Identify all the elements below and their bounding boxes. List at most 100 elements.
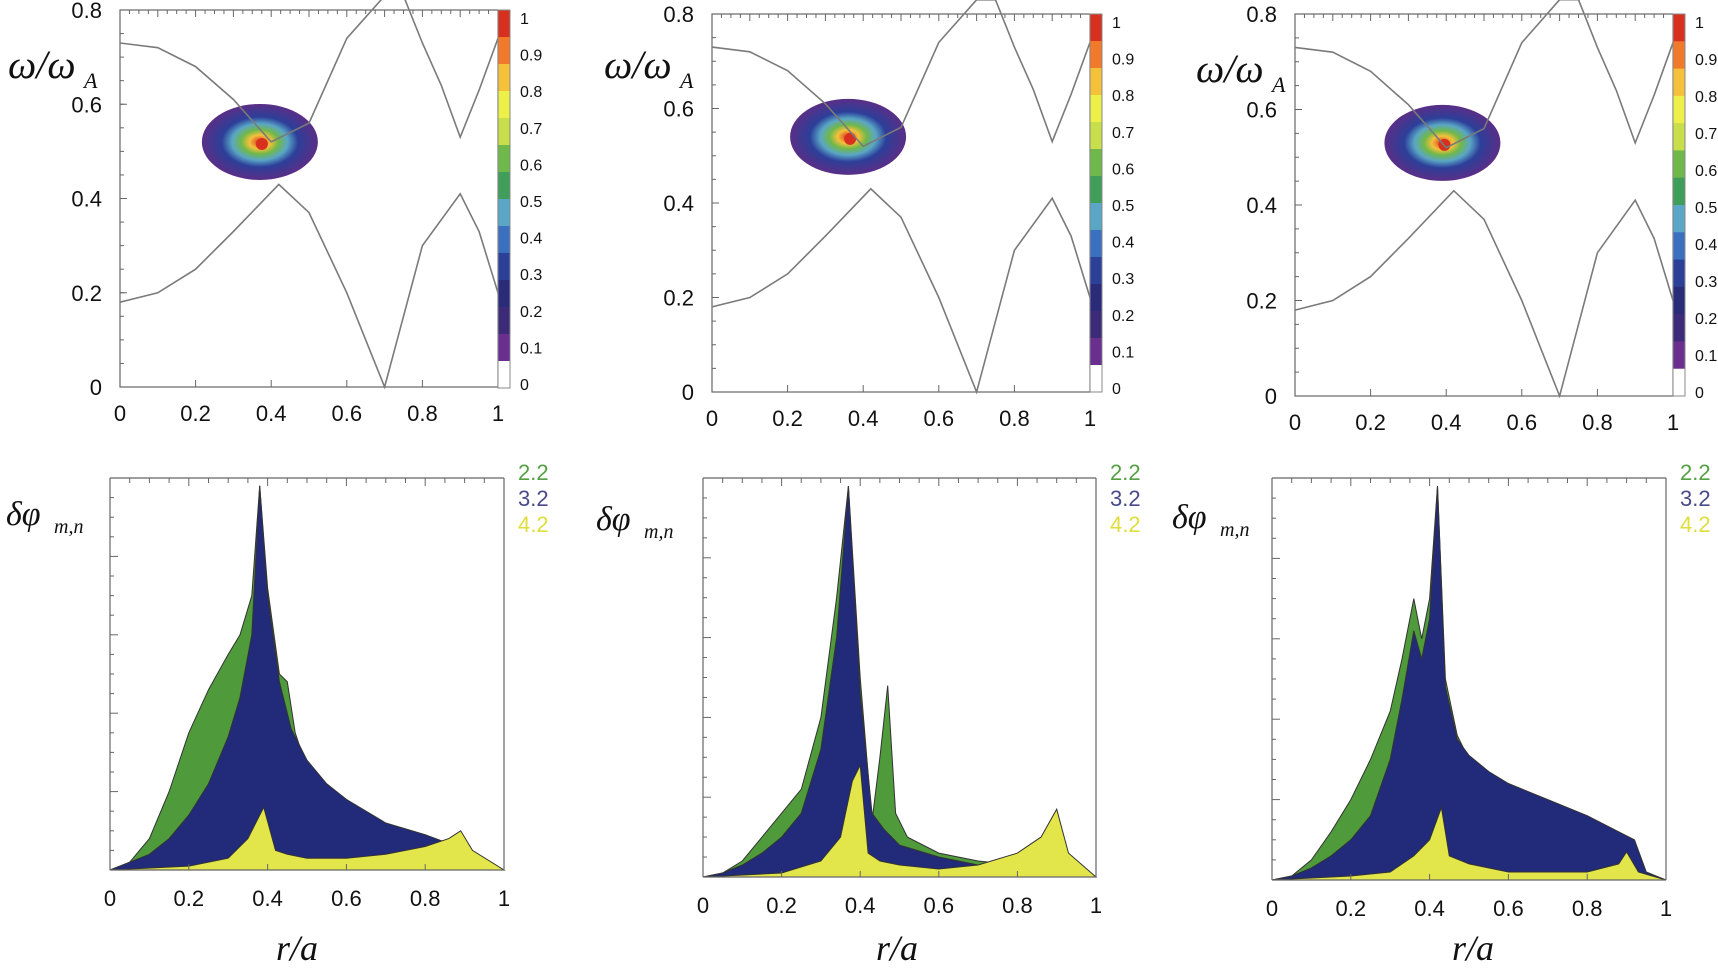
colorbar-segment bbox=[1090, 176, 1102, 204]
colorbar-segment bbox=[498, 118, 510, 146]
x-tick-label: 1 bbox=[1660, 896, 1672, 921]
colorbar-label: 0.6 bbox=[1695, 163, 1717, 180]
colorbar-segment bbox=[1673, 177, 1685, 206]
colorbar-label: 0.7 bbox=[1112, 125, 1134, 142]
area-series-4-2 bbox=[1271, 805, 1667, 881]
colorbar-label: 0.5 bbox=[520, 194, 542, 211]
colorbar-segment bbox=[498, 334, 510, 362]
mode-peak bbox=[844, 132, 857, 145]
x-tick-label: 0.6 bbox=[924, 406, 955, 431]
bottom-panel-2: 0 0.2 0.4 0.6 0.8 1 2.23.24.2 bbox=[697, 460, 1141, 918]
x-tick-label: 0.2 bbox=[1336, 896, 1367, 921]
x-tick-label: 0.4 bbox=[845, 893, 876, 918]
x-tick-label: 0.8 bbox=[1572, 896, 1603, 921]
y-tick-label: 0.8 bbox=[1246, 2, 1277, 27]
colorbar-label: 0.1 bbox=[520, 340, 542, 357]
x-tick-label: 1 bbox=[1667, 410, 1679, 435]
x-tick-label: 0.8 bbox=[407, 401, 438, 426]
legend-label-2-2: 2.2 bbox=[1680, 460, 1711, 485]
y-tick-label: 0.4 bbox=[1246, 193, 1277, 218]
colorbar-label: 0.9 bbox=[1695, 52, 1717, 69]
colorbar-frame bbox=[1089, 13, 1103, 393]
x-tick-label: 0.8 bbox=[1002, 893, 1033, 918]
colorbar-segment bbox=[498, 226, 510, 254]
x-tick-label: 0.6 bbox=[1493, 896, 1524, 921]
colorbar-segment bbox=[1673, 150, 1685, 179]
svg-text:A: A bbox=[1270, 72, 1286, 97]
y-tick-label: 0.2 bbox=[71, 281, 102, 306]
colorbar-label: 0.7 bbox=[520, 121, 542, 138]
colorbar-label: 0.7 bbox=[1695, 126, 1717, 143]
colorbar-segment bbox=[1673, 314, 1685, 342]
x-tick-label: 0.2 bbox=[772, 406, 803, 431]
svg-text:A: A bbox=[82, 68, 98, 93]
colorbar-segment bbox=[1090, 203, 1102, 231]
svg-text:m,n: m,n bbox=[1220, 519, 1249, 541]
colorbar-label: 0.5 bbox=[1112, 198, 1134, 215]
colorbar-segment bbox=[1673, 123, 1685, 151]
colorbar-segment bbox=[1090, 95, 1102, 123]
x-tick-label: 0.2 bbox=[766, 893, 797, 918]
colorbar-segment bbox=[498, 172, 510, 200]
x-tick-label: 0.4 bbox=[1414, 896, 1445, 921]
svg-text:A: A bbox=[678, 68, 694, 93]
legend-label-4-2: 4.2 bbox=[518, 512, 549, 537]
colorbar-segment bbox=[1090, 68, 1102, 96]
x-tick-label: 0.4 bbox=[848, 406, 879, 431]
x-tick-label: 0.8 bbox=[410, 886, 441, 911]
x-tick-label: 0.8 bbox=[1582, 410, 1613, 435]
colorbar-segment bbox=[1090, 365, 1102, 393]
top-panel-1: 0 0.2 0.4 0.6 0.8 100.20.40.60.8 10.90.80.70.6… bbox=[71, 0, 542, 426]
colorbar-label: 0 bbox=[1112, 381, 1121, 398]
colorbar-segment bbox=[1673, 232, 1685, 261]
lower-continuum-line bbox=[711, 187, 1091, 395]
top-panel-2: 0 0.2 0.4 0.6 0.8 100.20.40.60.8 10.90.80.70.6… bbox=[663, 0, 1134, 431]
legend-label-2-2: 2.2 bbox=[518, 460, 549, 485]
y-tick-label: 0.4 bbox=[663, 191, 694, 216]
x-tick-label: 0.2 bbox=[1355, 410, 1386, 435]
plot-frame bbox=[711, 13, 1091, 393]
x-tick-label: 0.4 bbox=[252, 886, 283, 911]
colorbar-segment bbox=[1673, 259, 1685, 288]
colorbar-label: 0 bbox=[520, 377, 529, 394]
plot-background bbox=[703, 478, 1096, 877]
mode-peak bbox=[255, 137, 268, 150]
x-tick-label: 0.6 bbox=[924, 893, 955, 918]
colorbar-label: 0.5 bbox=[1695, 200, 1717, 217]
area-series-4-2 bbox=[109, 805, 506, 871]
colorbar-label: 1 bbox=[1695, 15, 1704, 32]
x-tick-label: 0 bbox=[114, 401, 126, 426]
colorbar-segment bbox=[1673, 341, 1685, 370]
upper-continuum-line bbox=[711, 0, 1091, 148]
colorbar-frame bbox=[1672, 13, 1686, 397]
svg-text:δφ: δφ bbox=[596, 501, 631, 538]
y-tick-label: 0.8 bbox=[71, 0, 102, 23]
colorbar-label: 0.8 bbox=[1695, 89, 1717, 106]
y-tick-label: 0.2 bbox=[1246, 289, 1277, 314]
bottom-center-xlabel: r/a bbox=[876, 928, 918, 968]
colorbar-label: 0.2 bbox=[520, 304, 542, 321]
colorbar-segment bbox=[1090, 41, 1102, 69]
colorbar-segment bbox=[498, 253, 510, 281]
x-tick-label: 1 bbox=[1090, 893, 1102, 918]
colorbar-label: 0.2 bbox=[1695, 311, 1717, 328]
y-tick-label: 0.4 bbox=[71, 187, 102, 212]
x-tick-label: 0.6 bbox=[1507, 410, 1538, 435]
svg-text:ω/ω: ω/ω bbox=[604, 42, 672, 87]
top-left-ylabel: ω/ω A bbox=[8, 42, 98, 93]
plot-frame bbox=[119, 9, 499, 388]
x-tick-label: 0.4 bbox=[1431, 410, 1462, 435]
colorbar-label: 0.9 bbox=[520, 48, 542, 65]
lower-continuum-line bbox=[1294, 189, 1674, 399]
colorbar-segment bbox=[498, 64, 510, 92]
colorbar-segment bbox=[498, 91, 510, 119]
bottom-right-ylabel: δφ m,n bbox=[1172, 499, 1249, 541]
colorbar-label: 0.3 bbox=[520, 267, 542, 284]
colorbar-segment bbox=[498, 361, 510, 389]
x-tick-label: 0.4 bbox=[256, 401, 287, 426]
y-tick-label: 0.6 bbox=[663, 97, 694, 122]
colorbar-segment bbox=[498, 145, 510, 173]
colorbar-segment bbox=[1673, 95, 1685, 124]
colorbar-segment bbox=[1090, 230, 1102, 258]
